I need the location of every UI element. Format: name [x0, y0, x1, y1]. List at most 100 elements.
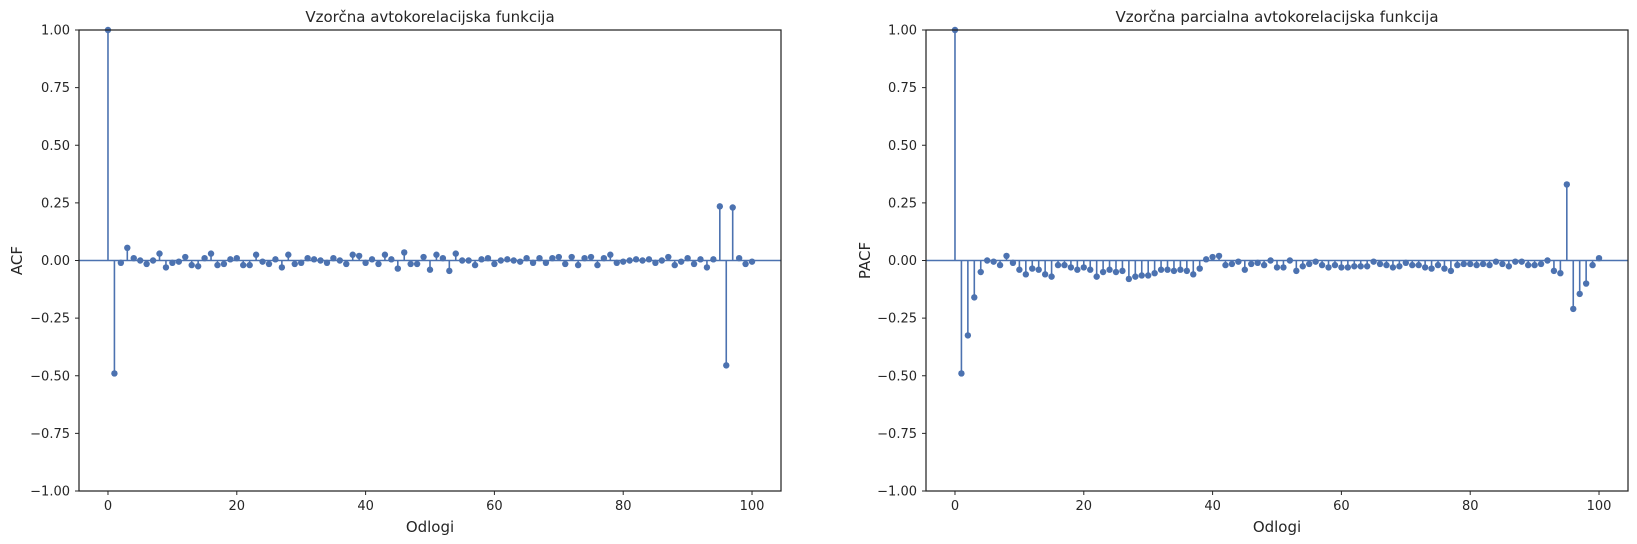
pacf-point	[1286, 257, 1294, 264]
pacf-point	[1460, 260, 1467, 268]
acf-point	[240, 261, 247, 269]
acf-point	[690, 260, 698, 268]
pacf-point	[1383, 261, 1390, 269]
acf-point	[401, 249, 408, 256]
acf-point	[613, 259, 620, 267]
pacf-point	[1080, 264, 1087, 271]
acf-point	[278, 264, 286, 271]
pacf-point	[1273, 264, 1281, 271]
pacf-x-tick-label: 40	[1204, 499, 1221, 514]
pacf-point	[1177, 266, 1184, 273]
acf-x-ticks: 0 20 40 60 80 100	[104, 491, 765, 514]
acf-point	[459, 257, 466, 264]
acf-point	[246, 261, 253, 269]
pacf-y-tick-label: 0.50	[888, 139, 917, 154]
pacf-panel: 1.00 0.75 0.50 0.25 0.00 −0.25 −0.50 −0.75 −1.00…	[856, 8, 1629, 536]
acf-point	[600, 254, 608, 262]
acf-point	[587, 253, 595, 261]
acf-point	[375, 260, 382, 268]
acf-point	[336, 257, 344, 264]
acf-point	[710, 256, 717, 263]
pacf-point	[1202, 256, 1210, 263]
pacf-point	[1144, 272, 1152, 279]
pacf-point	[1486, 261, 1493, 269]
pacf-point	[1183, 267, 1191, 275]
acf-point	[504, 256, 511, 263]
acf-point	[439, 254, 447, 262]
pacf-point	[1312, 258, 1319, 265]
acf-point	[362, 259, 369, 267]
pacf-point	[1016, 266, 1023, 273]
pacf-point	[1447, 267, 1455, 275]
acf-point	[130, 254, 137, 262]
pacf-point	[1190, 271, 1197, 278]
pacf-point	[1041, 271, 1049, 278]
pacf-point	[1505, 263, 1513, 270]
acf-point	[478, 256, 485, 263]
acf-x-tick-label: 100	[740, 499, 765, 514]
acf-y-ticks: 1.00 0.75 0.50 0.25 0.00 −0.25 −0.50 −0.75 −1.00	[30, 24, 79, 500]
acf-point	[188, 261, 195, 269]
pacf-x-axis-label: Odlogi	[1253, 518, 1301, 536]
pacf-point	[1093, 273, 1100, 280]
acf-point	[607, 251, 614, 258]
pacf-y-tick-label: 0.25	[888, 196, 917, 211]
pacf-point	[1209, 253, 1216, 261]
acf-point	[716, 203, 724, 210]
acf-point	[562, 260, 569, 268]
pacf-point	[1557, 269, 1564, 277]
acf-x-tick-label: 0	[104, 499, 112, 514]
acf-point	[323, 259, 331, 267]
pacf-y-ticks: 1.00 0.75 0.50 0.25 0.00 −0.25 −0.50 −0.75 −1.00	[877, 24, 926, 500]
pacf-point	[1415, 261, 1422, 269]
acf-point	[549, 254, 556, 262]
pacf-point	[1061, 261, 1068, 269]
acf-x-tick-label: 40	[357, 499, 374, 514]
pacf-point	[983, 257, 991, 264]
acf-point	[684, 254, 691, 262]
pacf-point	[1306, 260, 1313, 268]
acf-point	[536, 254, 543, 262]
acf-point	[220, 260, 228, 268]
pacf-point	[1595, 254, 1603, 262]
pacf-point	[1009, 259, 1017, 267]
acf-point	[677, 258, 685, 265]
pacf-x-ticks: 0 20 40 60 80 100	[951, 491, 1611, 514]
acf-point	[516, 258, 524, 265]
pacf-point	[964, 332, 972, 339]
acf-point	[117, 259, 125, 267]
acf-point	[124, 244, 131, 252]
pacf-x-tick-label: 0	[951, 499, 959, 514]
pacf-y-tick-label: 0.00	[888, 254, 917, 269]
acf-point	[407, 260, 414, 268]
pacf-y-axis-label: PACF	[856, 242, 874, 279]
pacf-point	[1582, 280, 1590, 287]
acf-point	[723, 362, 730, 369]
pacf-point	[1563, 181, 1571, 188]
acf-point	[162, 264, 170, 271]
acf-point	[697, 256, 704, 263]
acf-point	[626, 257, 633, 264]
pacf-point	[1389, 264, 1397, 271]
acf-point	[497, 257, 505, 264]
acf-point	[735, 254, 743, 262]
acf-point	[149, 257, 157, 264]
acf-point	[523, 254, 530, 262]
acf-point	[111, 370, 118, 377]
pacf-point	[1022, 271, 1030, 278]
pacf-point	[1125, 275, 1133, 283]
pacf-point	[1363, 263, 1371, 270]
acf-point	[252, 251, 260, 258]
acf-x-tick-label: 20	[229, 499, 246, 514]
acf-point	[748, 258, 756, 265]
acf-point	[671, 261, 678, 269]
pacf-point	[1531, 261, 1538, 269]
acf-point	[175, 258, 183, 265]
pacf-point	[1473, 261, 1480, 269]
pacf-point	[1376, 260, 1384, 268]
acf-y-tick-label: 0.75	[41, 81, 70, 96]
pacf-point	[1035, 266, 1042, 273]
acf-y-tick-label: 1.00	[41, 24, 70, 39]
acf-y-tick-label: −0.50	[30, 369, 70, 384]
acf-point	[194, 263, 202, 270]
